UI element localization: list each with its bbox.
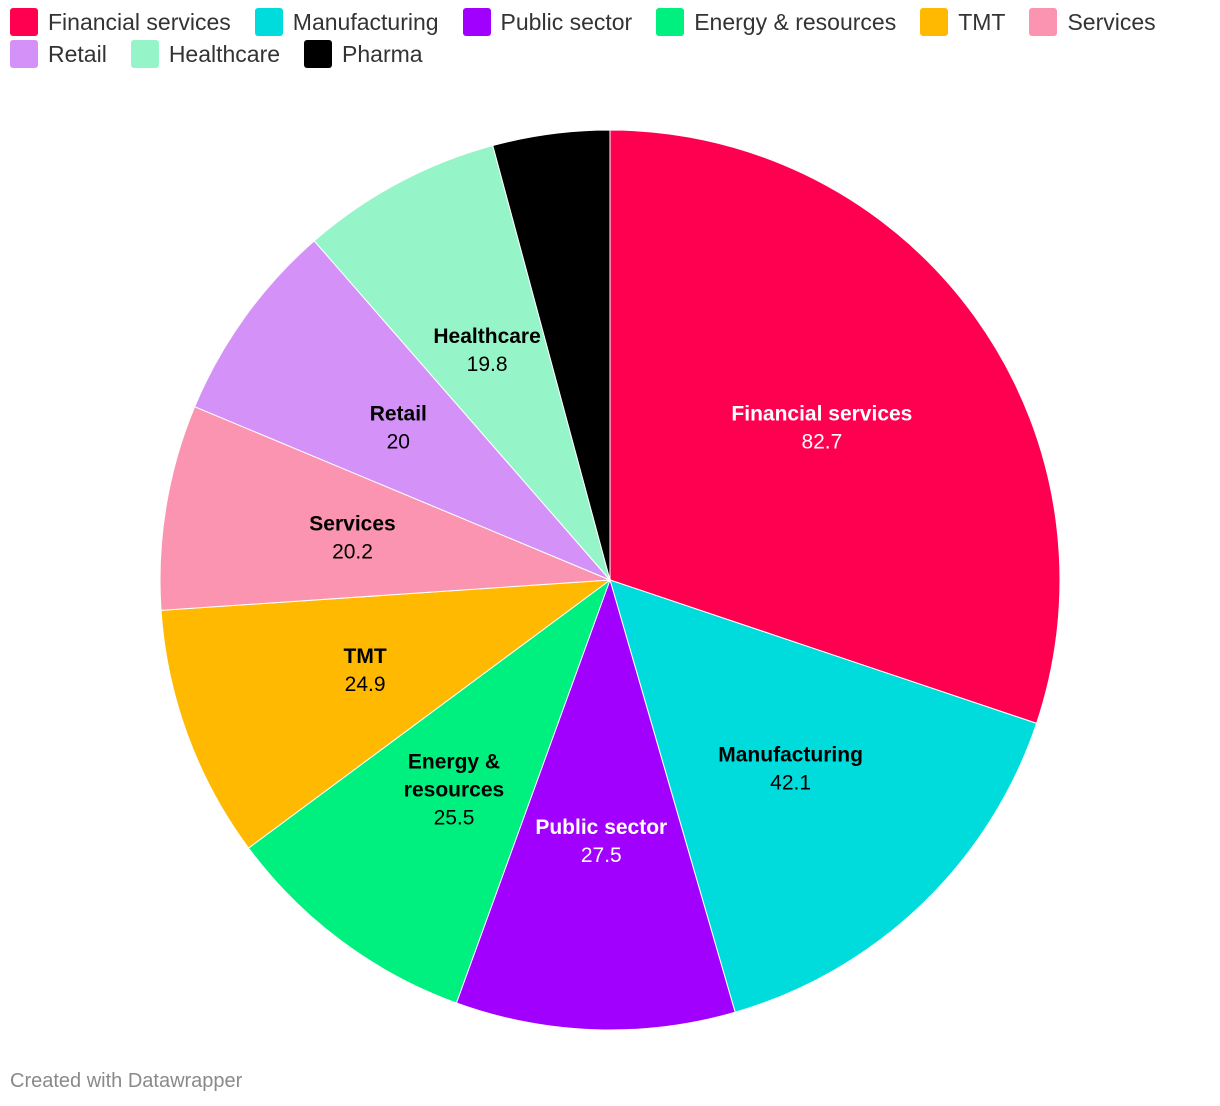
slice-label-tmt: TMT 24.9	[344, 645, 387, 696]
legend-label: Public sector	[500, 8, 633, 35]
slice-label-name: TMT	[344, 645, 387, 668]
pie-slice-pharma	[492, 129, 611, 581]
legend-label: Retail	[48, 40, 107, 67]
slice-label-retail: Retail 20	[370, 402, 427, 453]
legend-item-manufacturing: Manufacturing	[254, 8, 439, 36]
pie-slice-energy-and-resources	[247, 578, 612, 1004]
legend-item-public-sector: Public sector	[462, 8, 633, 36]
pie-slice-financial-services	[609, 129, 1061, 725]
pie-slice-healthcare	[313, 144, 611, 581]
pie-slice-manufacturing	[609, 579, 1038, 1013]
slice-label-manufacturing: Manufacturing 42.1	[718, 743, 863, 794]
slice-label-name: Manufacturing	[718, 743, 863, 766]
legend-item-services: Services	[1029, 8, 1156, 36]
slice-label-energy-and-resources: Energy & resources 25.5	[404, 750, 504, 829]
legend-swatch	[10, 8, 38, 36]
slice-label-name: Public sector	[535, 816, 667, 839]
footer-credit: Created with Datawrapper	[10, 1070, 243, 1092]
legend-swatch	[920, 8, 949, 36]
slice-label-value: 82.7	[801, 431, 842, 454]
pie-slice-services	[159, 406, 611, 611]
slice-label-value: 19.8	[467, 353, 508, 376]
legend-label: Financial services	[48, 8, 231, 35]
slice-label-name: resources	[404, 778, 504, 801]
legend-label: TMT	[958, 8, 1006, 35]
legend-label: Healthcare	[168, 40, 281, 67]
slice-label-name: Financial services	[731, 403, 912, 426]
legend-swatch	[304, 40, 333, 68]
chart-legend: Financial services Manufacturing Public se…	[10, 8, 1215, 68]
pie-slice-tmt	[160, 579, 612, 849]
slice-label-services: Services 20.2	[309, 512, 395, 563]
slice-label-value: 20	[387, 430, 410, 453]
slice-label-name: Services	[309, 512, 395, 535]
legend-item-energy-and-resources: Energy & resources	[656, 8, 896, 36]
pie-slice-retail	[194, 240, 611, 581]
legend-label: Energy & resources	[694, 8, 897, 35]
legend-label: Services	[1067, 8, 1156, 35]
legend-item-tmt: TMT	[920, 8, 1005, 36]
slice-label-name: Energy &	[408, 750, 500, 773]
legend-item-pharma: Pharma	[304, 40, 423, 68]
legend-swatch	[130, 40, 159, 68]
slice-label-value: 20.2	[332, 540, 373, 563]
slice-label-value: 27.5	[581, 844, 622, 867]
slice-label-value: 25.5	[434, 806, 475, 829]
slice-label-name: Healthcare	[433, 325, 540, 348]
legend-item-retail: Retail	[10, 40, 107, 68]
slice-label-value: 42.1	[770, 771, 811, 794]
slice-label-financial-services: Financial services 82.7	[731, 403, 912, 454]
legend-swatch	[656, 8, 685, 36]
legend-swatch	[1029, 8, 1058, 36]
legend-swatch	[254, 8, 283, 36]
legend-label: Manufacturing	[292, 8, 439, 35]
slice-label-value: 24.9	[345, 673, 386, 696]
legend-item-financial-services: Financial services	[10, 8, 231, 36]
legend-label: Pharma	[342, 40, 423, 67]
slice-label-healthcare: Healthcare 19.8	[433, 325, 540, 376]
legend-swatch	[462, 8, 491, 36]
pie-slice-public-sector	[455, 578, 736, 1031]
slice-label-name: Retail	[370, 402, 427, 425]
legend-swatch	[10, 40, 38, 68]
legend-item-healthcare: Healthcare	[130, 40, 281, 68]
slice-label-public-sector: Public sector 27.5	[535, 816, 667, 867]
